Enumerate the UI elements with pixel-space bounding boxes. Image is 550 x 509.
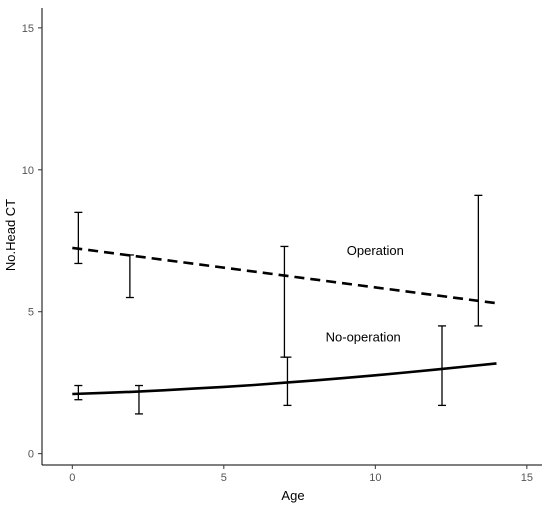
operation-error-bar [74, 211, 83, 265]
no-operation-error-bar [134, 384, 143, 415]
no-operation-error-bar [74, 384, 83, 401]
x-tick-label: 10 [369, 472, 381, 484]
x-tick-label: 15 [521, 472, 533, 484]
x-tick-label: 5 [221, 472, 227, 484]
y-axis-title: No.Head CT [3, 199, 18, 271]
x-tick-label: 0 [69, 472, 75, 484]
annotation-label: No-operation [326, 330, 401, 345]
y-tick-label: 5 [28, 307, 34, 319]
operation-error-bar [474, 194, 483, 327]
no-operation-fit-line [72, 362, 497, 396]
no-operation-error-bar [438, 325, 446, 407]
x-axis-title: Age [281, 488, 304, 503]
plot-area: Operation No-operation [72, 194, 497, 415]
y-tick-label: 15 [22, 23, 34, 35]
axis-ticks: 0 5 10 15 0 5 10 15 [22, 23, 533, 484]
operation-error-bar [125, 254, 134, 299]
annotation-label: Operation [347, 243, 404, 258]
operation-error-bar [280, 245, 289, 358]
no-operation-error-bar [283, 356, 292, 407]
y-tick-label: 0 [28, 449, 34, 461]
y-tick-label: 10 [22, 165, 34, 177]
